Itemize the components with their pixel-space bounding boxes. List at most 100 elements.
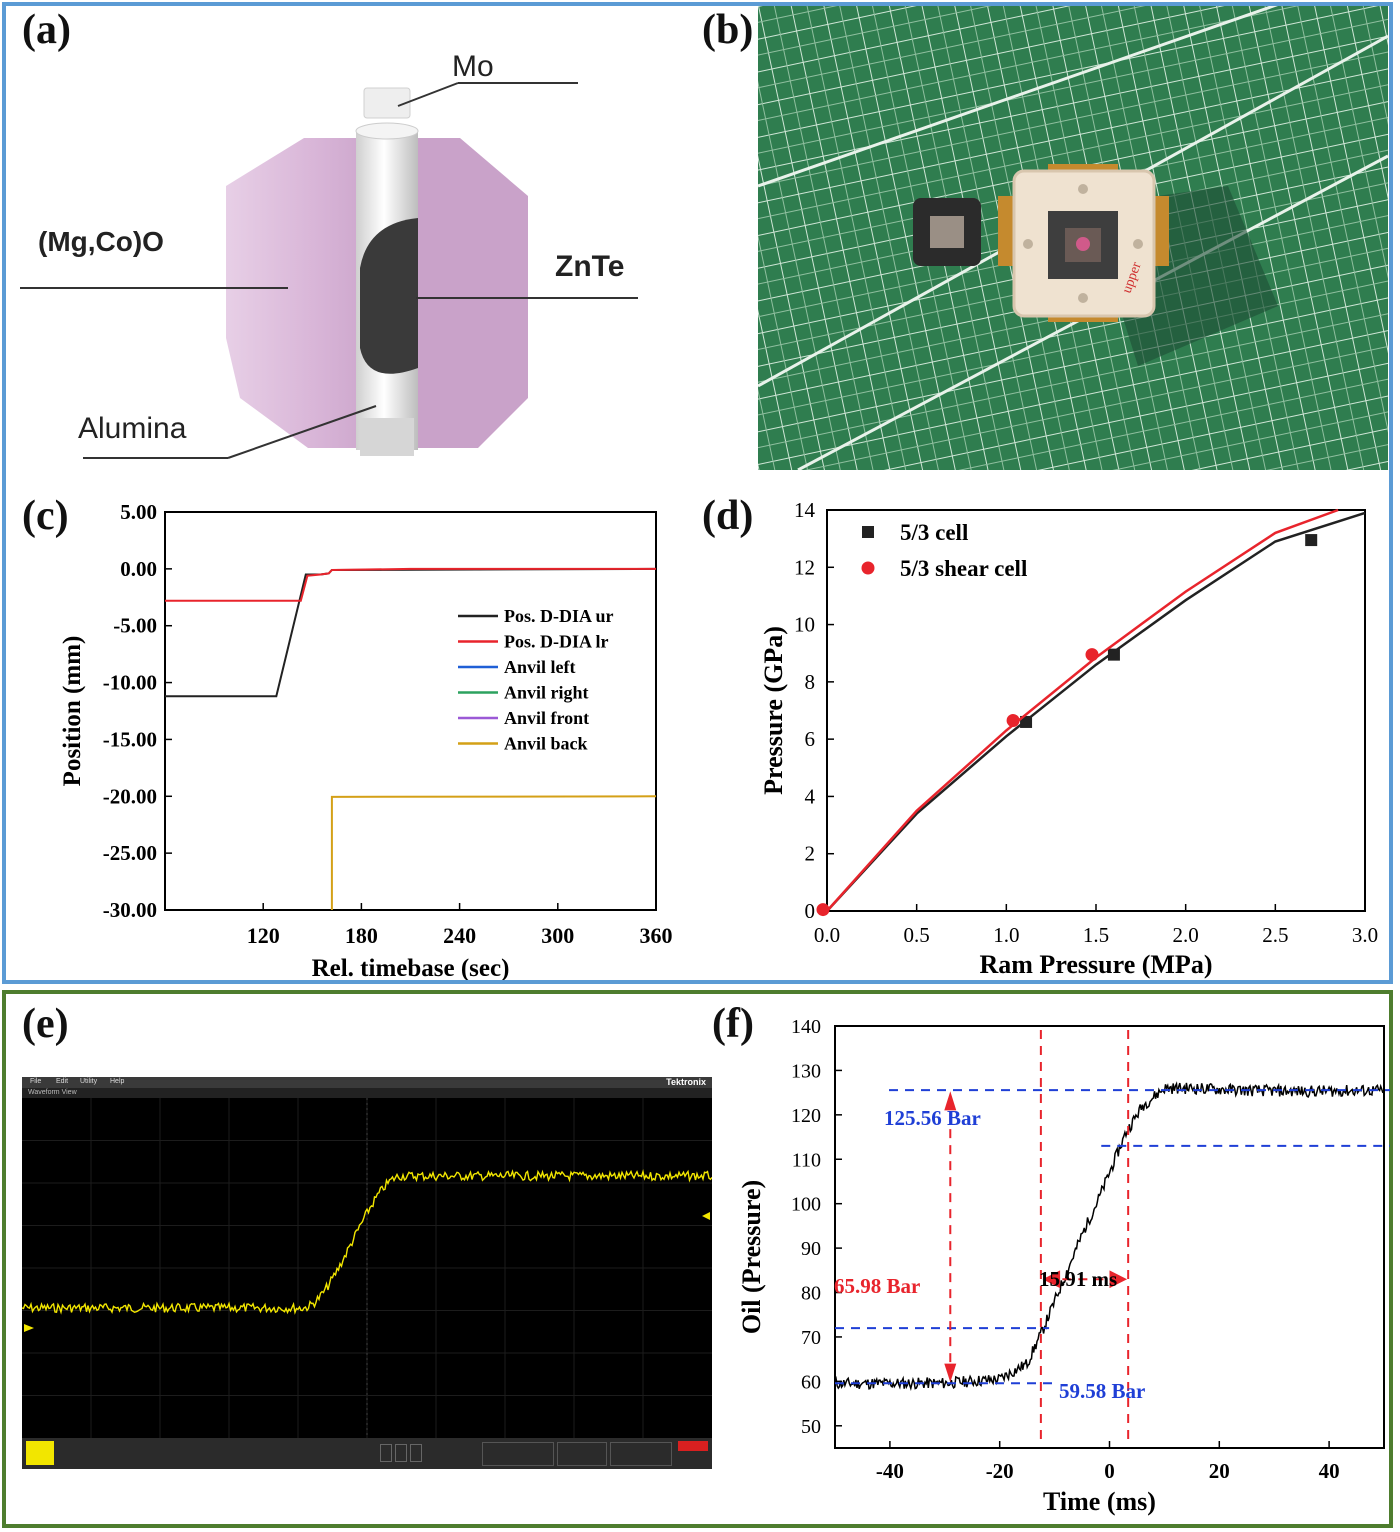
top-panel-frame bbox=[2, 2, 1393, 984]
plot-frame bbox=[164, 511, 657, 911]
duration-arrow-left bbox=[1042, 1270, 1061, 1289]
trigger-settings-box[interactable] bbox=[557, 1442, 607, 1466]
panel-e-label: (e) bbox=[22, 1001, 69, 1047]
legend-label-2: 5/3 shear cell bbox=[900, 556, 1027, 581]
y-tick-label: 10 bbox=[794, 613, 815, 637]
x-tick-label: 240 bbox=[443, 923, 476, 948]
y-tick-label: 90 bbox=[801, 1238, 821, 1260]
menu-utility[interactable]: Utility bbox=[80, 1078, 98, 1085]
y-tick-label: 80 bbox=[801, 1283, 821, 1305]
data-point-square bbox=[1020, 715, 1033, 728]
y-tick-label: -5.00 bbox=[113, 614, 157, 638]
x-tick-label: 2.5 bbox=[1262, 923, 1288, 947]
x-tick-label: 1.5 bbox=[1083, 923, 1109, 947]
waveform-view-title: Waveform View bbox=[28, 1089, 77, 1096]
panel-a-label: (a) bbox=[22, 7, 71, 53]
mo-label: Mo bbox=[452, 50, 494, 83]
panel-b-label: (b) bbox=[702, 7, 754, 53]
channel-4-button[interactable] bbox=[410, 1444, 422, 1462]
y-tick-label: -20.00 bbox=[103, 784, 157, 808]
panel-c-label: (c) bbox=[22, 493, 69, 539]
y-axis-title: Pressure (GPa) bbox=[759, 626, 788, 795]
y-axis-title: Oil (Pressure) bbox=[737, 1180, 766, 1334]
menu-edit[interactable]: Edit bbox=[56, 1078, 69, 1085]
trigger-level-marker bbox=[702, 1212, 710, 1220]
y-tick-label: -15.00 bbox=[103, 727, 157, 751]
series-line-2 bbox=[165, 567, 656, 602]
channel-1-marker bbox=[24, 1324, 34, 1332]
delta-label: 65.98 Bar bbox=[834, 1274, 920, 1298]
y-tick-label: 8 bbox=[805, 670, 816, 694]
data-point-circle bbox=[1085, 648, 1099, 662]
x-tick-label: 0.0 bbox=[814, 923, 840, 947]
y-tick-label: 60 bbox=[801, 1371, 821, 1393]
y-tick-label: 5.00 bbox=[120, 500, 157, 524]
duration-label: 15.91 ms bbox=[1039, 1267, 1117, 1291]
oil-pressure-chart: 50 60 70 80 90 100 110 120 130 140 -40 -20 0 20 40 Time… bbox=[737, 1016, 1390, 1516]
menu-help[interactable]: Help bbox=[110, 1078, 125, 1085]
x-tick-label: 0.5 bbox=[904, 923, 930, 947]
x-tick-label: -20 bbox=[986, 1459, 1014, 1483]
y-tick-label: -10.00 bbox=[103, 671, 157, 695]
x-tick-label: 40 bbox=[1319, 1459, 1340, 1483]
x-tick-label: 20 bbox=[1209, 1459, 1230, 1483]
x-tick-label: 120 bbox=[247, 923, 280, 948]
scope-menubar: File Edit Utility Help Tektronix bbox=[22, 1077, 712, 1088]
y-tick-label: 2 bbox=[805, 842, 816, 866]
data-point-circle bbox=[816, 903, 830, 917]
y-tick-label: 12 bbox=[794, 555, 815, 579]
x-axis-title: Ram Pressure (MPa) bbox=[980, 950, 1213, 979]
alumina-label: Alumina bbox=[78, 412, 187, 445]
channel-1-badge[interactable] bbox=[26, 1441, 54, 1465]
y-tick-label: 6 bbox=[805, 727, 816, 751]
stopped-badge[interactable] bbox=[678, 1441, 708, 1451]
y-tick-label: 14 bbox=[794, 498, 816, 522]
legend-marker-2 bbox=[861, 561, 875, 575]
x-axis-title: Time (ms) bbox=[1043, 1487, 1156, 1516]
legend-label-5: Anvil front bbox=[504, 708, 589, 728]
horizontal-settings-box[interactable] bbox=[482, 1442, 554, 1466]
x-tick-label: 180 bbox=[345, 923, 378, 948]
scope-status-bar bbox=[22, 1438, 712, 1469]
panel-b-photo: upper bbox=[758, 6, 1388, 470]
acquisition-settings-box[interactable] bbox=[610, 1442, 672, 1466]
delta-arrow-up bbox=[944, 1091, 957, 1111]
legend-label-4: Anvil right bbox=[504, 683, 589, 703]
scope-waveform bbox=[22, 1098, 712, 1438]
x-tick-label: 0 bbox=[1104, 1459, 1115, 1483]
tektronix-logo: Tektronix bbox=[666, 1077, 706, 1087]
legend-marker-1 bbox=[862, 526, 874, 538]
bottom-panel-frame bbox=[2, 990, 1393, 1528]
x-tick-label: -40 bbox=[876, 1459, 904, 1483]
mgco-label: (Mg,Co)O bbox=[38, 226, 164, 257]
menu-file[interactable]: File bbox=[30, 1078, 42, 1085]
x-axis-title: Rel. timebase (sec) bbox=[312, 955, 510, 980]
y-tick-label: 0 bbox=[805, 899, 816, 923]
oscilloscope-window: File Edit Utility Help Tektronix Wavefor… bbox=[22, 1077, 712, 1469]
x-tick-label: 2.0 bbox=[1173, 923, 1199, 947]
y-tick-label: 50 bbox=[801, 1416, 821, 1438]
channel-3-button[interactable] bbox=[395, 1444, 407, 1462]
data-point-circle bbox=[1006, 714, 1020, 728]
x-tick-label: 300 bbox=[541, 923, 574, 948]
y-tick-label: 140 bbox=[791, 1016, 821, 1038]
fit-line-1 bbox=[826, 511, 1366, 912]
data-point-square bbox=[1305, 534, 1318, 547]
legend-label-1: 5/3 cell bbox=[900, 520, 968, 545]
y-tick-label: 120 bbox=[791, 1105, 821, 1127]
znte-label: ZnTe bbox=[555, 250, 625, 283]
panel-f-label: (f) bbox=[712, 1001, 754, 1047]
y-tick-label: 110 bbox=[792, 1149, 821, 1171]
x-tick-label: 3.0 bbox=[1352, 923, 1378, 947]
y-tick-label: 4 bbox=[805, 784, 816, 808]
x-tick-label: 1.0 bbox=[993, 923, 1019, 947]
position-chart: 5.00 0.00 -5.00 -10.00 -15.00 -20.00 -25.00 -30… bbox=[59, 500, 673, 980]
scope-view-bar: Waveform View bbox=[22, 1088, 712, 1098]
delta-arrow-down bbox=[944, 1363, 957, 1383]
y-tick-label: 130 bbox=[791, 1060, 821, 1082]
oil-pressure-trace bbox=[834, 1081, 1384, 1391]
y-tick-label: -25.00 bbox=[103, 841, 157, 865]
channel-2-button[interactable] bbox=[380, 1444, 392, 1462]
data-point-square bbox=[1107, 648, 1120, 661]
y-axis-title: Position (mm) bbox=[59, 636, 86, 787]
